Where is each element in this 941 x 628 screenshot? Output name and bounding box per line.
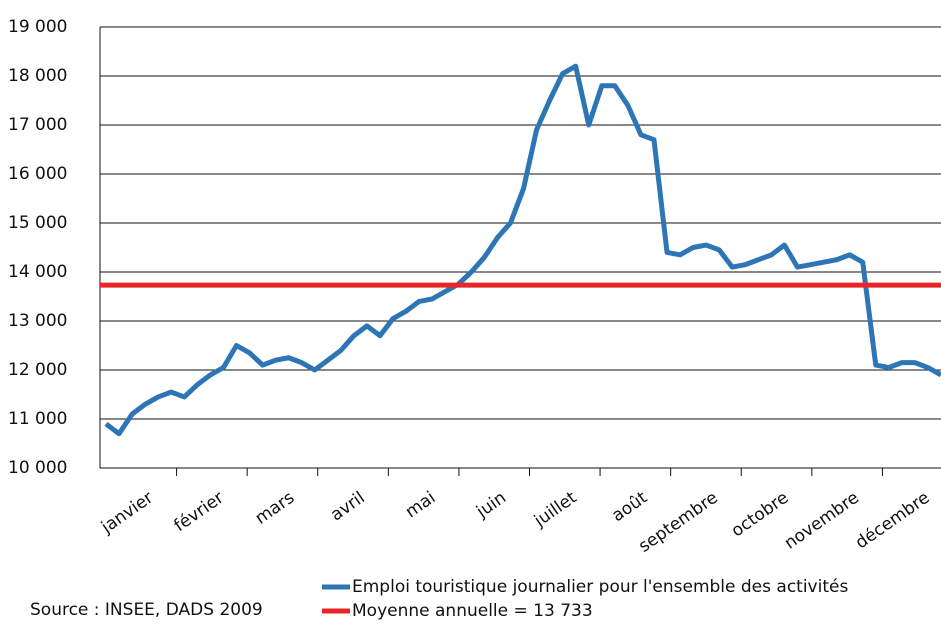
y-tick-label: 16 000	[8, 164, 67, 184]
y-tick-label: 10 000	[8, 458, 67, 478]
y-tick-label: 15 000	[8, 213, 67, 233]
legend-label: Moyenne annuelle = 13 733	[352, 601, 593, 621]
y-tick-label: 13 000	[8, 311, 67, 331]
line	[104, 63, 941, 437]
x-tick-label: avril	[327, 488, 369, 526]
x-tick-label: novembre	[781, 488, 863, 554]
x-tick-label: mars	[252, 488, 299, 529]
x-tick-label: mai	[402, 488, 439, 523]
y-tick-label: 12 000	[8, 360, 67, 380]
y-tick-label: 11 000	[8, 409, 67, 429]
x-tick-label: septembre	[635, 488, 722, 557]
x-tick-label: octobre	[728, 488, 792, 541]
x-tick-label: janvier	[97, 488, 157, 538]
y-tick-label: 19 000	[8, 17, 67, 37]
x-tick-label: février	[171, 488, 228, 536]
y-tick-label: 17 000	[8, 115, 67, 135]
y-tick-label: 14 000	[8, 262, 67, 282]
x-tick-label: août	[608, 488, 651, 527]
y-tick-label: 18 000	[8, 66, 67, 86]
x-tick-label: juin	[472, 488, 510, 523]
source: Source : INSEE, DADS 2009	[30, 600, 263, 620]
x-tick-label: décembre	[852, 488, 933, 553]
legend-label: Emploi touristique journalier pour l'ens…	[352, 577, 848, 597]
x-tick-label: juillet	[530, 488, 581, 532]
